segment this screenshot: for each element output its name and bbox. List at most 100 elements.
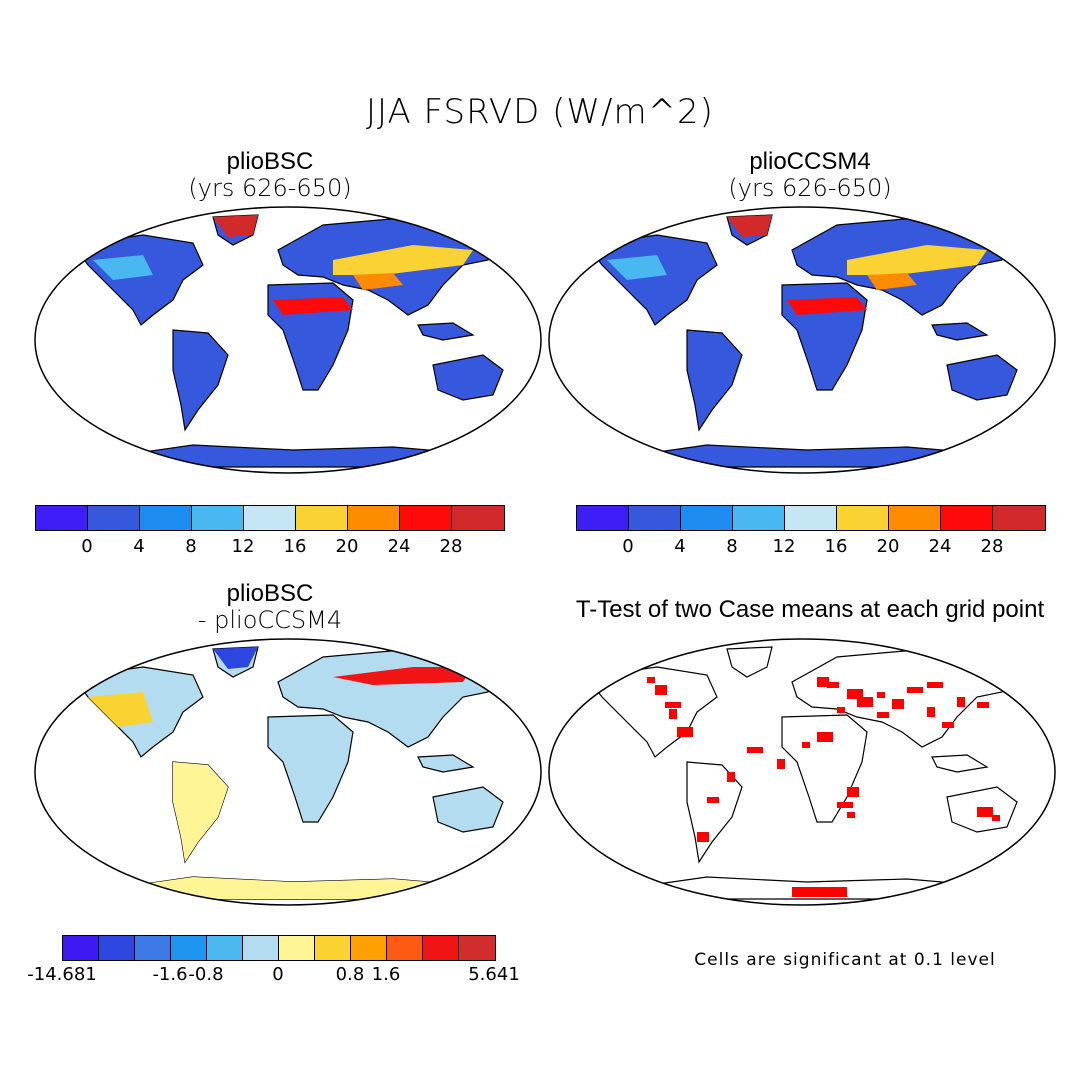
colorbar-tick-label: -1.6	[152, 964, 188, 985]
north-america-landmass	[585, 234, 718, 326]
significant-cell	[942, 722, 954, 728]
panel-b-subtitle: (yrs 626-650)	[728, 174, 892, 202]
field-region	[93, 255, 153, 280]
colorbar-tick-label: 4	[133, 536, 145, 557]
colorbar-b-ticks: 0 4 8 12 16 20 24 28	[576, 536, 1044, 558]
south-america-landmass	[686, 329, 743, 432]
field-region	[333, 245, 473, 275]
colorbar-box	[577, 506, 629, 530]
colorbar-tick-label: 1.6	[371, 964, 401, 985]
colorbar-box	[36, 506, 88, 530]
colorbar-box	[242, 936, 279, 960]
colorbar-c	[62, 935, 496, 961]
panel-c-subtitle: - plioCCSM4	[197, 606, 343, 634]
colorbar-box	[296, 506, 348, 530]
africa-landmass	[781, 714, 868, 823]
colorbar-box	[350, 936, 387, 960]
colorbar-box	[140, 506, 192, 530]
colorbar-box	[63, 936, 99, 960]
colorbar-box	[134, 936, 171, 960]
panel-c-map	[34, 638, 542, 906]
significant-cell	[727, 772, 735, 782]
panel-d-map	[548, 638, 1056, 906]
colorbar-tick-label: 24	[928, 536, 952, 557]
significant-cell	[857, 697, 873, 707]
figure-title: JJA FSRVD (W/m^2)	[366, 92, 714, 132]
significant-cell	[747, 747, 763, 753]
colorbar-c-ticks: -14.681 -1.6 -0.8 0 0.8 1.6 5.641	[27, 964, 520, 986]
field-region	[173, 762, 228, 862]
colorbar-b	[576, 505, 1046, 531]
panel-c-title: plioBSC	[226, 580, 314, 607]
colorbar-tick-label: 8	[726, 536, 738, 557]
colorbar-box	[629, 506, 681, 530]
colorbar-box	[88, 506, 140, 530]
significant-cell	[877, 712, 889, 718]
colorbar-tick-label: 12	[231, 536, 255, 557]
field-region	[213, 215, 258, 237]
field-region	[213, 647, 258, 669]
field-region	[333, 667, 473, 685]
colorbar-box	[733, 506, 785, 530]
panel-d-title: T-Test of two Case means at each grid po…	[575, 596, 1045, 623]
colorbar-box	[98, 936, 135, 960]
significant-cell	[847, 689, 863, 699]
significant-cell	[697, 832, 709, 842]
indonesia-landmass	[417, 754, 475, 773]
significant-cell	[669, 709, 677, 719]
map-border	[548, 638, 1056, 906]
colorbar-box	[192, 506, 244, 530]
colorbar-tick-label: -14.681	[27, 964, 97, 985]
significant-cell	[847, 787, 859, 797]
significance-note: Cells are significant at 0.1 level	[694, 950, 996, 970]
colorbar-tick-label: 4	[674, 536, 686, 557]
map-border	[548, 206, 1056, 474]
colorbar-tick-label: 20	[876, 536, 900, 557]
colorbar-box	[993, 506, 1045, 530]
colorbar-tick-label: 16	[283, 536, 307, 557]
field-region	[607, 255, 667, 280]
significant-cell	[927, 707, 935, 717]
significant-cell	[817, 677, 829, 687]
significant-cell	[817, 732, 833, 742]
colorbar-box	[314, 936, 351, 960]
greenland-landmass	[726, 646, 773, 678]
significant-cell	[977, 807, 993, 817]
map-border	[34, 206, 542, 474]
field-region	[273, 297, 353, 315]
significant-cell	[802, 742, 810, 748]
north-america-landmass	[71, 234, 204, 326]
australia-landmass	[432, 786, 504, 833]
significant-cell	[877, 692, 885, 698]
colorbar-box	[785, 506, 837, 530]
significant-cell	[665, 702, 681, 708]
significant-cell	[892, 699, 904, 709]
significant-cell	[847, 812, 855, 818]
map-border	[34, 638, 542, 906]
field-region	[847, 245, 987, 275]
significant-cell	[792, 887, 847, 897]
colorbar-box	[400, 506, 452, 530]
colorbar-box	[422, 936, 459, 960]
indonesia-landmass	[417, 322, 475, 341]
colorbar-a-ticks: 0 4 8 12 16 20 24 28	[35, 536, 503, 558]
colorbar-tick-label: 0.8	[335, 964, 365, 985]
colorbar-tick-label: 0	[81, 536, 93, 557]
field-region	[867, 273, 917, 290]
significant-cell	[837, 707, 845, 713]
colorbar-box	[889, 506, 941, 530]
colorbar-tick-label: 12	[772, 536, 796, 557]
panel-a-title: plioBSC	[226, 148, 314, 175]
significant-cell	[977, 702, 989, 708]
colorbar-tick-label: 28	[980, 536, 1004, 557]
panel-b-map	[548, 206, 1056, 474]
field-region	[787, 297, 867, 315]
africa-landmass	[267, 714, 354, 823]
significant-cell	[957, 697, 965, 707]
australia-landmass	[946, 354, 1018, 401]
colorbar-box	[278, 936, 315, 960]
colorbar-tick-label: 20	[335, 536, 359, 557]
colorbar-tick-label: 0	[272, 964, 284, 985]
colorbar-box	[348, 506, 400, 530]
colorbar-tick-label: 28	[439, 536, 463, 557]
